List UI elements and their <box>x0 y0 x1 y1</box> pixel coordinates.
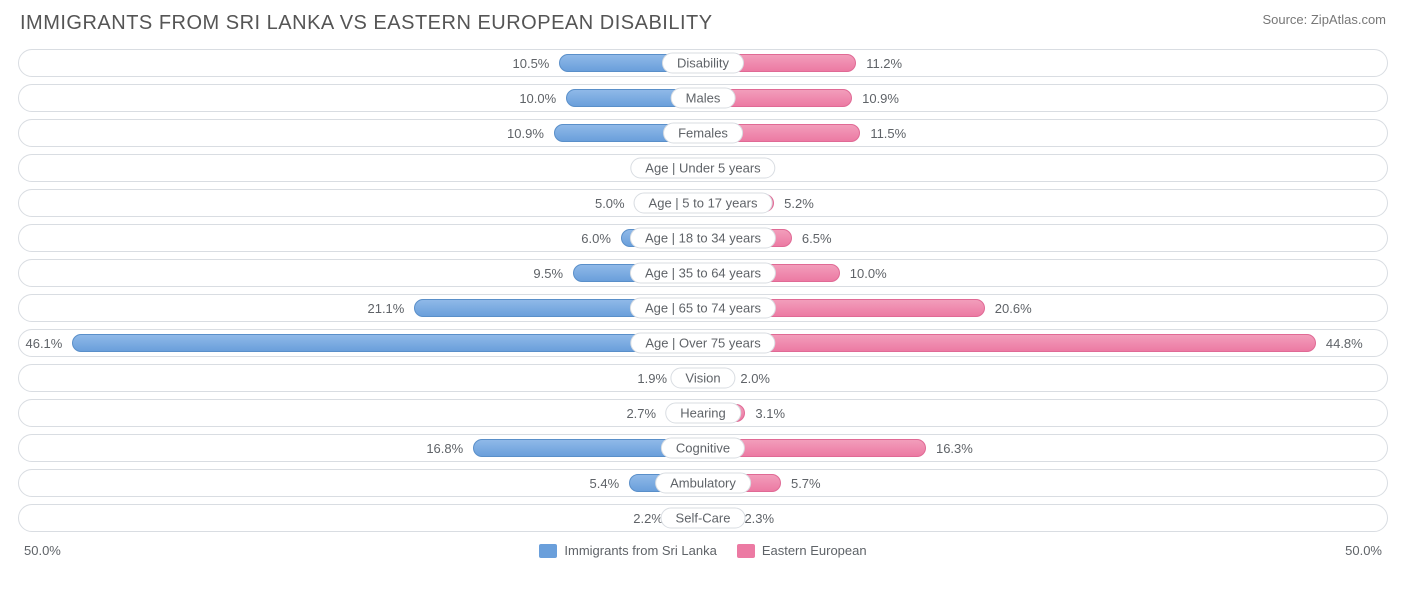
value-label-left: 10.9% <box>507 126 544 141</box>
bar-left <box>72 334 703 352</box>
category-label: Age | Under 5 years <box>630 158 775 179</box>
row-left-half: 6.0% <box>19 225 703 251</box>
chart-row: 10.9% 11.5% Females <box>18 119 1388 147</box>
axis-max-left: 50.0% <box>24 543 61 558</box>
value-label-left: 2.7% <box>626 406 656 421</box>
value-label-right: 2.0% <box>740 371 770 386</box>
row-left-half: 10.9% <box>19 120 703 146</box>
chart-row: 2.2% 2.3%Self-Care <box>18 504 1388 532</box>
row-right-half: 2.3% <box>703 505 1387 531</box>
value-label-left: 46.1% <box>25 336 62 351</box>
value-label-right: 16.3% <box>936 441 973 456</box>
category-label: Self-Care <box>661 508 746 529</box>
category-label: Ambulatory <box>655 473 751 494</box>
row-right-half: 10.0% <box>703 260 1387 286</box>
row-left-half: 10.0% <box>19 85 703 111</box>
row-left-half: 5.4% <box>19 470 703 496</box>
chart-row: 5.0% 5.2% Age | 5 to 17 years <box>18 189 1388 217</box>
chart-header: IMMIGRANTS FROM SRI LANKA VS EASTERN EUR… <box>0 0 1406 49</box>
row-right-half: 44.8% <box>703 330 1387 356</box>
row-left-half: 9.5% <box>19 260 703 286</box>
category-label: Age | 65 to 74 years <box>630 298 776 319</box>
value-label-right: 44.8% <box>1326 336 1363 351</box>
legend-swatch-left <box>539 544 557 558</box>
row-left-half: 1.9% <box>19 365 703 391</box>
value-label-right: 3.1% <box>755 406 785 421</box>
row-left-half: 46.1% <box>19 330 703 356</box>
row-left-half: 2.2% <box>19 505 703 531</box>
value-label-right: 5.2% <box>784 196 814 211</box>
bar-right <box>703 334 1316 352</box>
value-label-left: 10.5% <box>513 56 550 71</box>
value-label-left: 10.0% <box>519 91 556 106</box>
row-left-half: 1.1% <box>19 155 703 181</box>
value-label-left: 5.0% <box>595 196 625 211</box>
legend-item-left: Immigrants from Sri Lanka <box>539 543 716 558</box>
row-right-half: 20.6% <box>703 295 1387 321</box>
row-right-half: 16.3% <box>703 435 1387 461</box>
legend-swatch-right <box>737 544 755 558</box>
row-right-half: 3.1% <box>703 400 1387 426</box>
value-label-left: 2.2% <box>633 511 663 526</box>
value-label-right: 11.2% <box>866 56 902 71</box>
chart-row: 10.5% 11.2% Disability <box>18 49 1388 77</box>
row-right-half: 2.0% <box>703 365 1387 391</box>
value-label-left: 6.0% <box>581 231 611 246</box>
row-left-half: 2.7% <box>19 400 703 426</box>
value-label-right: 5.7% <box>791 476 821 491</box>
legend-item-right: Eastern European <box>737 543 867 558</box>
category-label: Hearing <box>665 403 741 424</box>
category-label: Disability <box>662 53 744 74</box>
row-right-half: 5.2% <box>703 190 1387 216</box>
chart-row: 2.7% 3.1% Hearing <box>18 399 1388 427</box>
category-label: Males <box>671 88 736 109</box>
chart-footer: 50.0% Immigrants from Sri Lanka Eastern … <box>0 539 1406 558</box>
chart-row: 5.4% 5.7% Ambulatory <box>18 469 1388 497</box>
row-right-half: 6.5% <box>703 225 1387 251</box>
value-label-left: 16.8% <box>426 441 463 456</box>
category-label: Females <box>663 123 743 144</box>
chart-area: 10.5% 11.2% Disability 10.0% 10.9% Males 10.9%… <box>0 49 1406 532</box>
chart-row: 6.0% 6.5% Age | 18 to 34 years <box>18 224 1388 252</box>
row-left-half: 5.0% <box>19 190 703 216</box>
row-right-half: 11.2% <box>703 50 1387 76</box>
value-label-right: 10.9% <box>862 91 899 106</box>
chart-row: 21.1% 20.6% Age | 65 to 74 years <box>18 294 1388 322</box>
value-label-left: 9.5% <box>533 266 563 281</box>
row-right-half: 11.5% <box>703 120 1387 146</box>
category-label: Age | Over 75 years <box>630 333 775 354</box>
value-label-right: 6.5% <box>802 231 832 246</box>
row-right-half: 5.7% <box>703 470 1387 496</box>
value-label-right: 10.0% <box>850 266 887 281</box>
row-right-half: 10.9% <box>703 85 1387 111</box>
value-label-left: 5.4% <box>590 476 620 491</box>
source-attribution: Source: ZipAtlas.com <box>1262 12 1386 27</box>
legend-label-right: Eastern European <box>762 543 867 558</box>
chart-row: 1.1%1.4%Age | Under 5 years <box>18 154 1388 182</box>
row-left-half: 21.1% <box>19 295 703 321</box>
category-label: Cognitive <box>661 438 745 459</box>
value-label-left: 21.1% <box>367 301 404 316</box>
row-left-half: 16.8% <box>19 435 703 461</box>
value-label-left: 1.9% <box>637 371 667 386</box>
value-label-right: 2.3% <box>744 511 774 526</box>
category-label: Age | 18 to 34 years <box>630 228 776 249</box>
legend-label-left: Immigrants from Sri Lanka <box>564 543 716 558</box>
chart-row: 1.9% 2.0% Vision <box>18 364 1388 392</box>
legend: Immigrants from Sri Lanka Eastern Europe… <box>539 543 866 558</box>
value-label-right: 20.6% <box>995 301 1032 316</box>
category-label: Age | 35 to 64 years <box>630 263 776 284</box>
axis-max-right: 50.0% <box>1345 543 1382 558</box>
category-label: Vision <box>670 368 735 389</box>
row-right-half: 1.4% <box>703 155 1387 181</box>
chart-row: 16.8% 16.3% Cognitive <box>18 434 1388 462</box>
row-left-half: 10.5% <box>19 50 703 76</box>
chart-row: 10.0% 10.9% Males <box>18 84 1388 112</box>
category-label: Age | 5 to 17 years <box>634 193 773 214</box>
chart-row: 9.5% 10.0% Age | 35 to 64 years <box>18 259 1388 287</box>
value-label-right: 11.5% <box>870 126 906 141</box>
chart-row: 46.1% 44.8% Age | Over 75 years <box>18 329 1388 357</box>
chart-title: IMMIGRANTS FROM SRI LANKA VS EASTERN EUR… <box>20 12 713 35</box>
